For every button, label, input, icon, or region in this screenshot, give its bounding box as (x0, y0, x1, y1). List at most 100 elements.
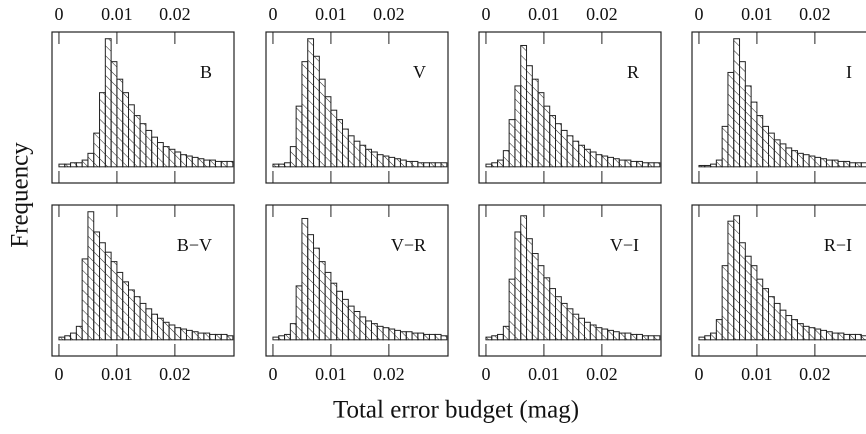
histogram-bar (307, 38, 315, 168)
panel: 0 0.01 0.02 V−R (265, 204, 449, 384)
histogram-bar (837, 160, 845, 168)
histogram-bar (543, 105, 551, 168)
histogram-bar (272, 336, 280, 341)
histogram-bar (70, 332, 77, 341)
histogram-bar (641, 162, 649, 168)
histogram-bar (93, 132, 101, 168)
histogram-bar (278, 335, 286, 341)
x-tick-label: 0.02 (373, 4, 405, 24)
histogram-bar (209, 333, 216, 341)
histogram-bar (583, 321, 591, 341)
panel-frame (691, 204, 866, 357)
histogram-bar (174, 151, 182, 168)
histogram-bar (214, 160, 222, 168)
histogram-bar (145, 308, 153, 341)
histogram-bar (537, 92, 545, 168)
histogram-bar (485, 336, 493, 341)
panel-frame (265, 204, 449, 357)
histogram-bar (768, 296, 775, 341)
histogram-bar (133, 296, 141, 341)
histogram-bar (555, 123, 562, 168)
histogram-bar (636, 333, 643, 341)
histogram-bar (814, 156, 822, 168)
histogram-bar (612, 158, 620, 168)
histogram-bar (220, 333, 228, 341)
panel-frame (478, 31, 662, 184)
histogram-bar (831, 332, 839, 341)
histogram-bar (99, 92, 106, 168)
histogram-bar (394, 329, 401, 341)
histogram-bar (64, 335, 72, 341)
histogram-bar (70, 162, 77, 168)
histogram-bar (272, 163, 280, 168)
histogram-bar (653, 162, 661, 168)
histogram-bar (336, 119, 344, 168)
histogram-bar (560, 302, 568, 341)
histogram-bar (295, 105, 303, 168)
histogram-bar (87, 152, 95, 168)
panel-label: R (627, 62, 639, 82)
histogram-bar (785, 147, 793, 168)
panel: 0 0.01 0.02 B (51, 4, 235, 184)
histogram-bar (428, 162, 436, 168)
histogram-bar (595, 327, 603, 341)
histogram-bar (64, 163, 72, 168)
x-tick-label: 0.01 (741, 364, 773, 384)
histogram-bar (122, 281, 130, 341)
histogram-bar (382, 327, 390, 341)
histogram-bar (526, 65, 533, 168)
histogram-bar (508, 119, 516, 168)
histogram-bar (595, 154, 603, 168)
histogram-bar (491, 162, 499, 168)
histogram-bar (854, 333, 862, 341)
histogram-bar (497, 159, 504, 168)
histogram-bar (376, 325, 384, 341)
histogram-bar (388, 156, 396, 168)
histogram-bar (289, 323, 297, 341)
histogram-bar (128, 289, 135, 341)
x-tick-label: 0.01 (315, 364, 347, 384)
histogram-bar (324, 96, 332, 168)
histogram-bar (485, 163, 493, 168)
histogram-bar (185, 329, 193, 341)
histogram-bar (849, 162, 856, 168)
histogram-bar (710, 163, 717, 168)
histogram-bar (733, 215, 741, 341)
x-tick-label: 0 (481, 4, 490, 24)
histogram-bar (347, 305, 355, 341)
histogram-bar (139, 123, 147, 168)
histogram-bar (721, 265, 729, 341)
histogram-bar (572, 140, 580, 168)
histogram-bar (750, 265, 758, 341)
histogram-bar (739, 61, 746, 168)
panel: 0 0.01 0.02 V (265, 4, 449, 184)
histogram-bar (560, 129, 568, 168)
histogram-bar (514, 85, 522, 168)
histogram-bar (612, 331, 620, 341)
histogram-bar (791, 319, 798, 341)
x-axis-label: Total error budget (mag) (333, 397, 579, 424)
x-tick-label: 0.01 (101, 4, 133, 24)
histogram-bar (721, 125, 729, 168)
histogram-bar (58, 336, 66, 341)
histogram-bar (727, 71, 735, 168)
histogram-bar (785, 315, 793, 341)
histogram-bar (197, 332, 205, 341)
histogram-bar (843, 160, 851, 168)
x-tick-label: 0.02 (799, 4, 831, 24)
histogram-bar (583, 148, 591, 168)
histogram-bar (526, 238, 533, 341)
panel-frame (478, 204, 662, 357)
x-tick-label: 0.02 (159, 364, 191, 384)
histogram-bar (81, 159, 89, 168)
histogram-bar (156, 142, 164, 168)
histogram-bar (99, 242, 106, 341)
histogram-bar (347, 135, 355, 168)
histogram-bar (497, 333, 504, 341)
histogram-bar (820, 329, 827, 341)
histogram-bar (399, 159, 407, 168)
histogram-bar (226, 335, 234, 341)
histogram-bar (854, 162, 862, 168)
histogram-bar (647, 335, 655, 341)
histogram-bar (653, 335, 661, 341)
